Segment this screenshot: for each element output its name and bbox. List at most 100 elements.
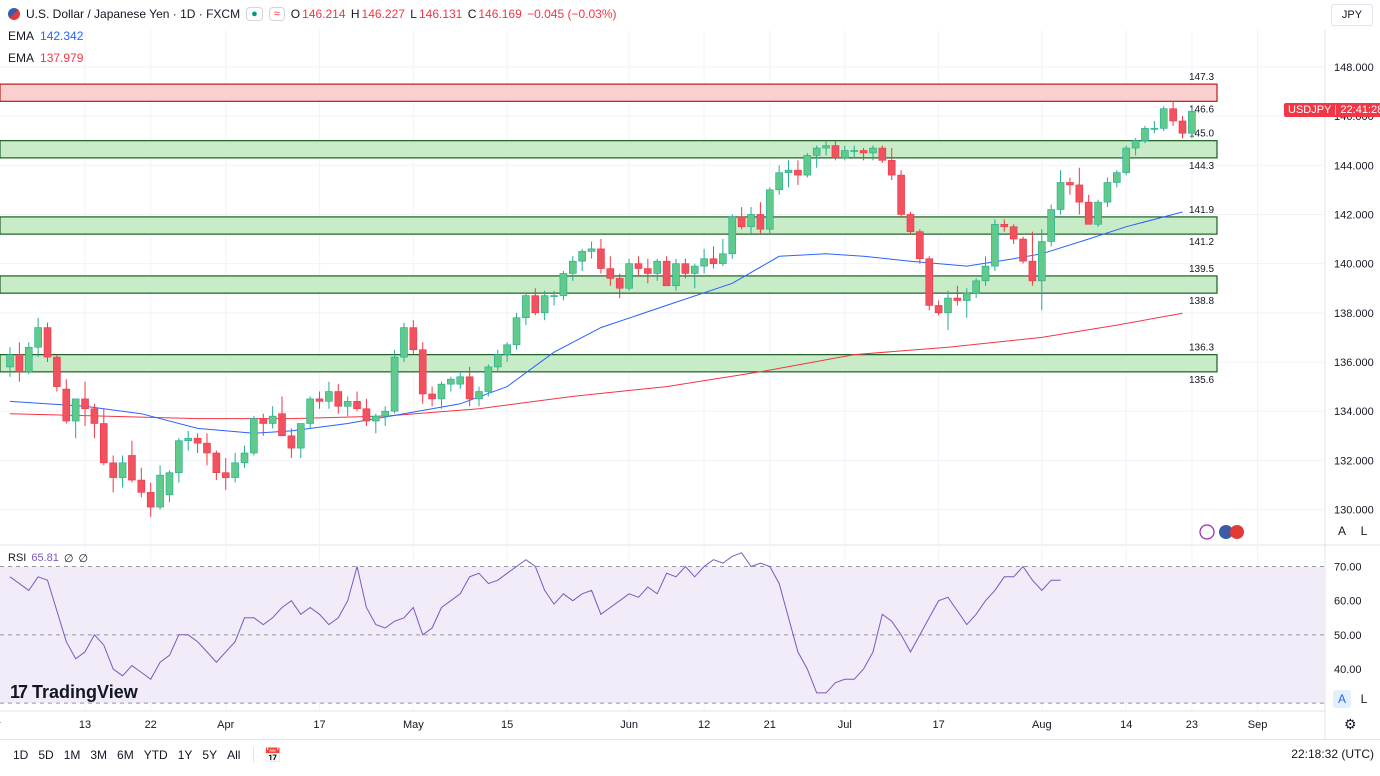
- candle-up: [747, 214, 755, 228]
- currency-button[interactable]: JPY: [1331, 4, 1373, 26]
- candle-up: [869, 147, 877, 154]
- us-flag-badge-icon[interactable]: [1230, 525, 1244, 539]
- lightning-badge-icon[interactable]: [1199, 524, 1215, 540]
- timeframe-5y[interactable]: 5Y: [202, 748, 218, 762]
- y-tick-label: 136.000: [1334, 357, 1374, 369]
- candle-down: [1028, 260, 1037, 282]
- candle-up: [812, 147, 821, 156]
- candle-up: [1113, 172, 1121, 183]
- x-tick-label: 22: [145, 719, 157, 731]
- timeframe-all[interactable]: All: [227, 748, 241, 762]
- symbol-legend: U.S. Dollar / Japanese Yen · 1D · FXCM ●…: [8, 7, 619, 21]
- candle-up: [400, 327, 408, 358]
- x-tick-label: Aug: [1032, 719, 1052, 731]
- candle-down: [315, 398, 324, 402]
- x-tick-label: 17: [932, 719, 944, 731]
- zone-red: [0, 83, 1218, 102]
- candle-up: [991, 223, 999, 267]
- timeframe-ytd[interactable]: YTD: [143, 748, 168, 762]
- rsi-legend[interactable]: RSI 65.81 ∅ ∅: [8, 552, 89, 565]
- candle-down: [681, 263, 690, 274]
- candle-down: [109, 462, 117, 478]
- timeframe-3m[interactable]: 3M: [90, 748, 108, 762]
- candle-down: [334, 391, 343, 407]
- timeframe-buttons: 1D 5D 1M 3M 6M YTD 1Y 5Y All: [8, 748, 245, 762]
- candle-up: [475, 391, 483, 400]
- rsi-auto-scale-button[interactable]: A: [1333, 690, 1351, 708]
- date-range-icon[interactable]: 📅: [264, 746, 282, 763]
- candle-down: [90, 408, 99, 424]
- candle-up: [390, 356, 399, 412]
- candle-up: [296, 423, 305, 449]
- candle-up: [372, 415, 380, 422]
- candle-down: [597, 248, 605, 269]
- ema-fast-line: [9, 211, 1183, 434]
- event-badges: [1199, 524, 1244, 540]
- x-tick-label: 13: [79, 719, 91, 731]
- candle-down: [465, 376, 474, 400]
- candle-down: [128, 455, 136, 481]
- candle-up: [1047, 209, 1055, 242]
- timeframe-1d[interactable]: 1D: [13, 748, 29, 762]
- candle-down: [287, 435, 296, 449]
- zone-label-high: 136.3: [1189, 343, 1214, 354]
- symbol-title[interactable]: U.S. Dollar / Japanese Yen · 1D · FXCM: [26, 7, 241, 21]
- candle-up: [503, 344, 511, 355]
- settings-gear-icon[interactable]: ⚙: [1344, 716, 1357, 732]
- candle-up: [559, 273, 568, 296]
- zone-label-low: 135.6: [1189, 375, 1214, 386]
- zone-label-high: 147.3: [1189, 72, 1214, 83]
- x-tick-label: 15: [501, 719, 513, 731]
- zone-green: [0, 354, 1218, 373]
- tradingview-logo[interactable]: 17 TradingView: [10, 682, 138, 702]
- ema-slow-legend[interactable]: EMA 137.979: [8, 51, 84, 65]
- y-tick-label: 130.000: [1334, 505, 1374, 517]
- candle-up: [700, 258, 708, 267]
- candle-down: [1019, 238, 1027, 262]
- candle-up: [784, 169, 793, 173]
- timeframe-1m[interactable]: 1M: [63, 748, 81, 762]
- auto-scale-button[interactable]: A: [1337, 524, 1346, 538]
- x-tick-label: 23: [1186, 719, 1198, 731]
- candle-down: [278, 413, 286, 437]
- rsi-pane: 40.00 50.00 60.00 70.00: [0, 552, 1362, 704]
- log-scale-button[interactable]: L: [1360, 524, 1368, 538]
- candle-up: [568, 260, 577, 274]
- candle-down: [531, 295, 540, 314]
- candle-up: [822, 145, 830, 149]
- candle-down: [1084, 201, 1093, 225]
- candle-up: [690, 265, 699, 274]
- candle-down: [1178, 120, 1187, 134]
- timeframe-1y[interactable]: 1Y: [177, 748, 193, 762]
- rsi-log-scale-button[interactable]: L: [1360, 692, 1368, 706]
- market-status-icon[interactable]: ●: [246, 7, 263, 21]
- timeframe-5d[interactable]: 5D: [38, 748, 54, 762]
- candle-down: [878, 147, 887, 161]
- ema-slow-line: [9, 312, 1183, 420]
- candle-up: [381, 410, 390, 417]
- candle-down: [615, 278, 624, 289]
- candle-up: [550, 295, 558, 297]
- price-axis: 130.000 132.000 134.000 136.000 138.000 140.0…: [1334, 62, 1374, 517]
- candle-down: [925, 258, 934, 306]
- wave-icon[interactable]: ≈: [268, 7, 285, 21]
- tradingview-logo-icon: 17: [10, 682, 28, 702]
- candle-up: [625, 263, 633, 289]
- candle-down: [756, 214, 765, 230]
- ema-lines: [9, 211, 1183, 434]
- candle-down: [259, 418, 268, 424]
- utc-clock[interactable]: 22:18:32 (UTC): [1291, 747, 1374, 761]
- us-flag-badge-icon[interactable]: [1219, 525, 1233, 539]
- ema-fast-legend[interactable]: EMA 142.342: [8, 29, 84, 43]
- candle-up: [672, 263, 680, 287]
- candle-down: [353, 401, 361, 410]
- candle-up: [972, 280, 980, 294]
- zone-label-low: 146.6: [1189, 104, 1214, 115]
- candle-up: [118, 462, 127, 478]
- candle-down: [709, 258, 718, 264]
- timeframe-6m[interactable]: 6M: [117, 748, 134, 762]
- candle-up: [512, 317, 521, 346]
- candle-down: [794, 169, 802, 176]
- candle-down: [137, 479, 146, 493]
